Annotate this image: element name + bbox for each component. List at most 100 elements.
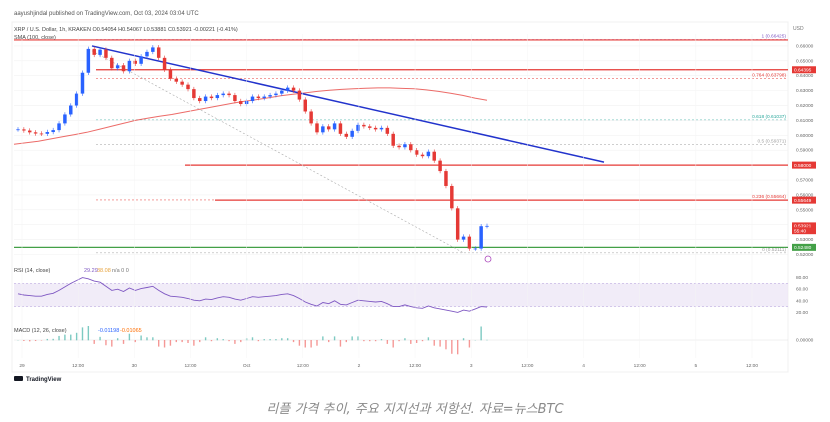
candle-body bbox=[368, 126, 372, 128]
macd-histogram-bar bbox=[351, 336, 353, 341]
macd-histogram-bar bbox=[175, 340, 177, 343]
price-badge-bg bbox=[792, 66, 816, 74]
macd-histogram-bar bbox=[298, 340, 301, 346]
price-tick: 0.53000 bbox=[796, 237, 814, 243]
candle-body bbox=[92, 48, 96, 55]
candle-body bbox=[115, 65, 120, 69]
macd-histogram-bar bbox=[181, 340, 183, 343]
macd-histogram-bar bbox=[199, 340, 201, 343]
time-tick: 2 bbox=[358, 363, 361, 369]
macd-label: MACD (12, 26, close) bbox=[14, 328, 67, 334]
rsi-value: 29.29 bbox=[84, 268, 98, 274]
price-tick: 0.63000 bbox=[796, 88, 814, 94]
macd-histogram-bar bbox=[439, 340, 441, 347]
price-tick: 0.62000 bbox=[796, 103, 814, 109]
macd-histogram-bar bbox=[146, 337, 148, 341]
price-badge: 0.52480 bbox=[794, 245, 812, 251]
time-tick: 12:00 bbox=[184, 363, 196, 369]
macd-histogram-bar bbox=[99, 336, 101, 341]
candle-body bbox=[297, 90, 302, 100]
macd-histogram-bar bbox=[234, 340, 236, 344]
candle-body bbox=[174, 78, 179, 82]
macd-histogram-bar bbox=[380, 339, 383, 341]
candle-body bbox=[350, 130, 354, 137]
svg-text:USD: USD bbox=[793, 26, 804, 32]
candle-body bbox=[326, 126, 331, 130]
publisher-line: aayushjindal published on TradingView.co… bbox=[14, 11, 199, 17]
alert-marker bbox=[484, 255, 492, 263]
macd-histogram-bar bbox=[427, 337, 430, 341]
macd-histogram-bar bbox=[46, 338, 49, 341]
candle-body bbox=[186, 84, 190, 90]
price-badge-bg bbox=[792, 222, 816, 230]
rsi-value-2: 38.08 bbox=[97, 268, 111, 274]
candle-body bbox=[209, 96, 214, 99]
macd-histogram-bar bbox=[310, 340, 312, 348]
price-badge-bg bbox=[792, 227, 816, 235]
candle-body bbox=[57, 123, 61, 131]
macd-histogram-bar bbox=[134, 340, 136, 343]
candle-body bbox=[86, 48, 91, 73]
macd-histogram-bar bbox=[228, 340, 230, 342]
symbol-line: XRP / U.S. Dollar, 1h, KRAKEN O0.54054 H… bbox=[14, 27, 238, 33]
time-tick: 12:00 bbox=[634, 363, 646, 369]
tradingview-logo[interactable]: TradingView bbox=[14, 376, 62, 383]
macd-histogram-bar bbox=[451, 340, 453, 354]
candle-body bbox=[426, 151, 431, 157]
candle-body bbox=[45, 132, 50, 134]
candle-body bbox=[221, 93, 225, 96]
tradingview-brand: TradingView bbox=[26, 377, 62, 383]
candle-body bbox=[274, 93, 278, 96]
macd-histogram-bar bbox=[58, 335, 60, 341]
macd-histogram-bar bbox=[216, 338, 219, 341]
macd-histogram-bar bbox=[292, 340, 295, 343]
price-badge-bg bbox=[792, 161, 816, 169]
macd-histogram-bar bbox=[251, 337, 254, 341]
time-tick: 12:00 bbox=[521, 363, 533, 369]
candle-body bbox=[467, 236, 472, 249]
candle-body bbox=[104, 49, 108, 58]
candle-body bbox=[373, 127, 378, 130]
candle-body bbox=[139, 56, 143, 64]
rsi-label: RSI (14, close) bbox=[14, 268, 51, 274]
candle-body bbox=[461, 236, 466, 240]
candle-body bbox=[455, 208, 460, 240]
macd-histogram-bar bbox=[392, 340, 394, 348]
candle-body bbox=[438, 160, 442, 172]
price-tick: 0.65000 bbox=[796, 58, 814, 64]
candle-body bbox=[473, 248, 478, 250]
candle-body bbox=[309, 111, 313, 124]
candle-body bbox=[39, 133, 44, 135]
candle-body bbox=[285, 87, 290, 91]
price-badges: 0.64395 0.58000 0.55649 0.5392155:40 0.52480 bbox=[792, 66, 816, 251]
macd-histogram-bar bbox=[81, 327, 84, 341]
candle-body bbox=[485, 225, 489, 227]
candle-body bbox=[74, 93, 79, 106]
macd-histogram-bar bbox=[316, 340, 318, 346]
price-tick: 0.61000 bbox=[796, 118, 814, 124]
fib-label: 0.618 (0.61037) bbox=[752, 114, 786, 120]
macd-histogram-bar bbox=[105, 340, 107, 346]
price-tick: 0.55000 bbox=[796, 207, 814, 213]
macd-histogram-bar bbox=[398, 340, 400, 342]
candle-body bbox=[133, 60, 137, 64]
candle-body bbox=[362, 124, 366, 127]
price-badge: 0.53921 bbox=[794, 224, 812, 230]
candle-body bbox=[385, 127, 390, 134]
candle-body bbox=[33, 132, 38, 134]
candle-body bbox=[239, 101, 243, 105]
macd-histogram-bar bbox=[87, 326, 90, 341]
candle-body bbox=[303, 99, 307, 112]
macd-tick: 0.00000 bbox=[796, 338, 814, 344]
macd-histogram-bar bbox=[93, 340, 95, 344]
rsi-tick: 20.00 bbox=[796, 310, 808, 316]
candle-body bbox=[268, 95, 272, 97]
price-badge: 0.58000 bbox=[794, 163, 812, 169]
price-badge-bg bbox=[792, 243, 816, 251]
rsi-tick: 40.00 bbox=[796, 298, 808, 304]
candle-body bbox=[98, 49, 102, 55]
price-tick: 0.52000 bbox=[796, 252, 814, 258]
figure-caption: 리플 가격 추이, 주요 지지선과 저항선. 자료=뉴스BTC bbox=[266, 402, 564, 417]
candle-body bbox=[233, 95, 237, 102]
time-tick: 12:00 bbox=[409, 363, 421, 369]
